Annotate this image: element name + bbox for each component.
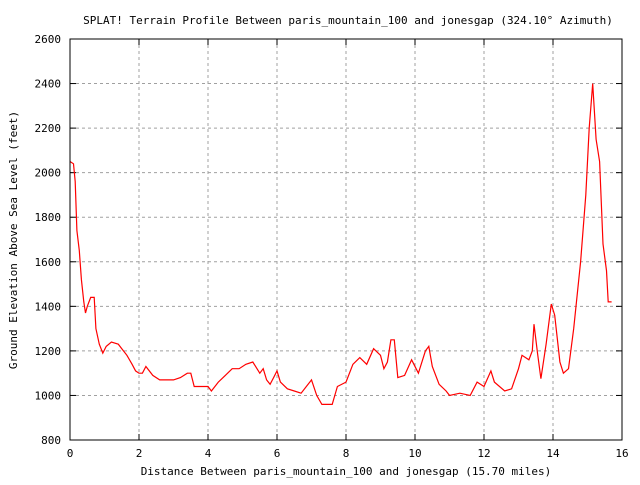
y-tick-label: 2600 bbox=[35, 33, 62, 46]
x-tick-label: 2 bbox=[136, 447, 143, 460]
plot-border bbox=[69, 38, 623, 441]
y-tick-label: 1000 bbox=[35, 389, 62, 402]
y-tick-label: 800 bbox=[41, 434, 61, 447]
x-tick-label: 6 bbox=[274, 447, 281, 460]
y-tick-label: 1600 bbox=[35, 256, 62, 269]
x-tick-label: 0 bbox=[67, 447, 74, 460]
y-tick-label: 1200 bbox=[35, 345, 62, 358]
grid bbox=[70, 39, 622, 440]
series-layer bbox=[69, 83, 612, 405]
x-tick-label: 14 bbox=[546, 447, 560, 460]
chart-title: SPLAT! Terrain Profile Between paris_mou… bbox=[83, 14, 613, 27]
x-axis-label: Distance Between paris_mountain_100 and … bbox=[141, 465, 552, 478]
y-tick-label: 1800 bbox=[35, 211, 62, 224]
y-axis-label: Ground Elevation Above Sea Level (feet) bbox=[7, 111, 20, 369]
axis-ticks: 0 2 4 6 8 10 12 14 16 800 1000 1200 1400 1600 1800 2000… bbox=[35, 33, 629, 460]
x-tick-label: 12 bbox=[477, 447, 490, 460]
terrain-profile-line bbox=[69, 83, 612, 405]
x-tick-label: 10 bbox=[408, 447, 421, 460]
y-tick-label: 2400 bbox=[35, 78, 62, 91]
y-tick-label: 2000 bbox=[35, 167, 62, 180]
y-tick-label: 1400 bbox=[35, 300, 62, 313]
y-tick-label: 2200 bbox=[35, 122, 62, 135]
x-tick-label: 8 bbox=[343, 447, 350, 460]
x-tick-label: 16 bbox=[615, 447, 628, 460]
x-tick-label: 4 bbox=[205, 447, 212, 460]
